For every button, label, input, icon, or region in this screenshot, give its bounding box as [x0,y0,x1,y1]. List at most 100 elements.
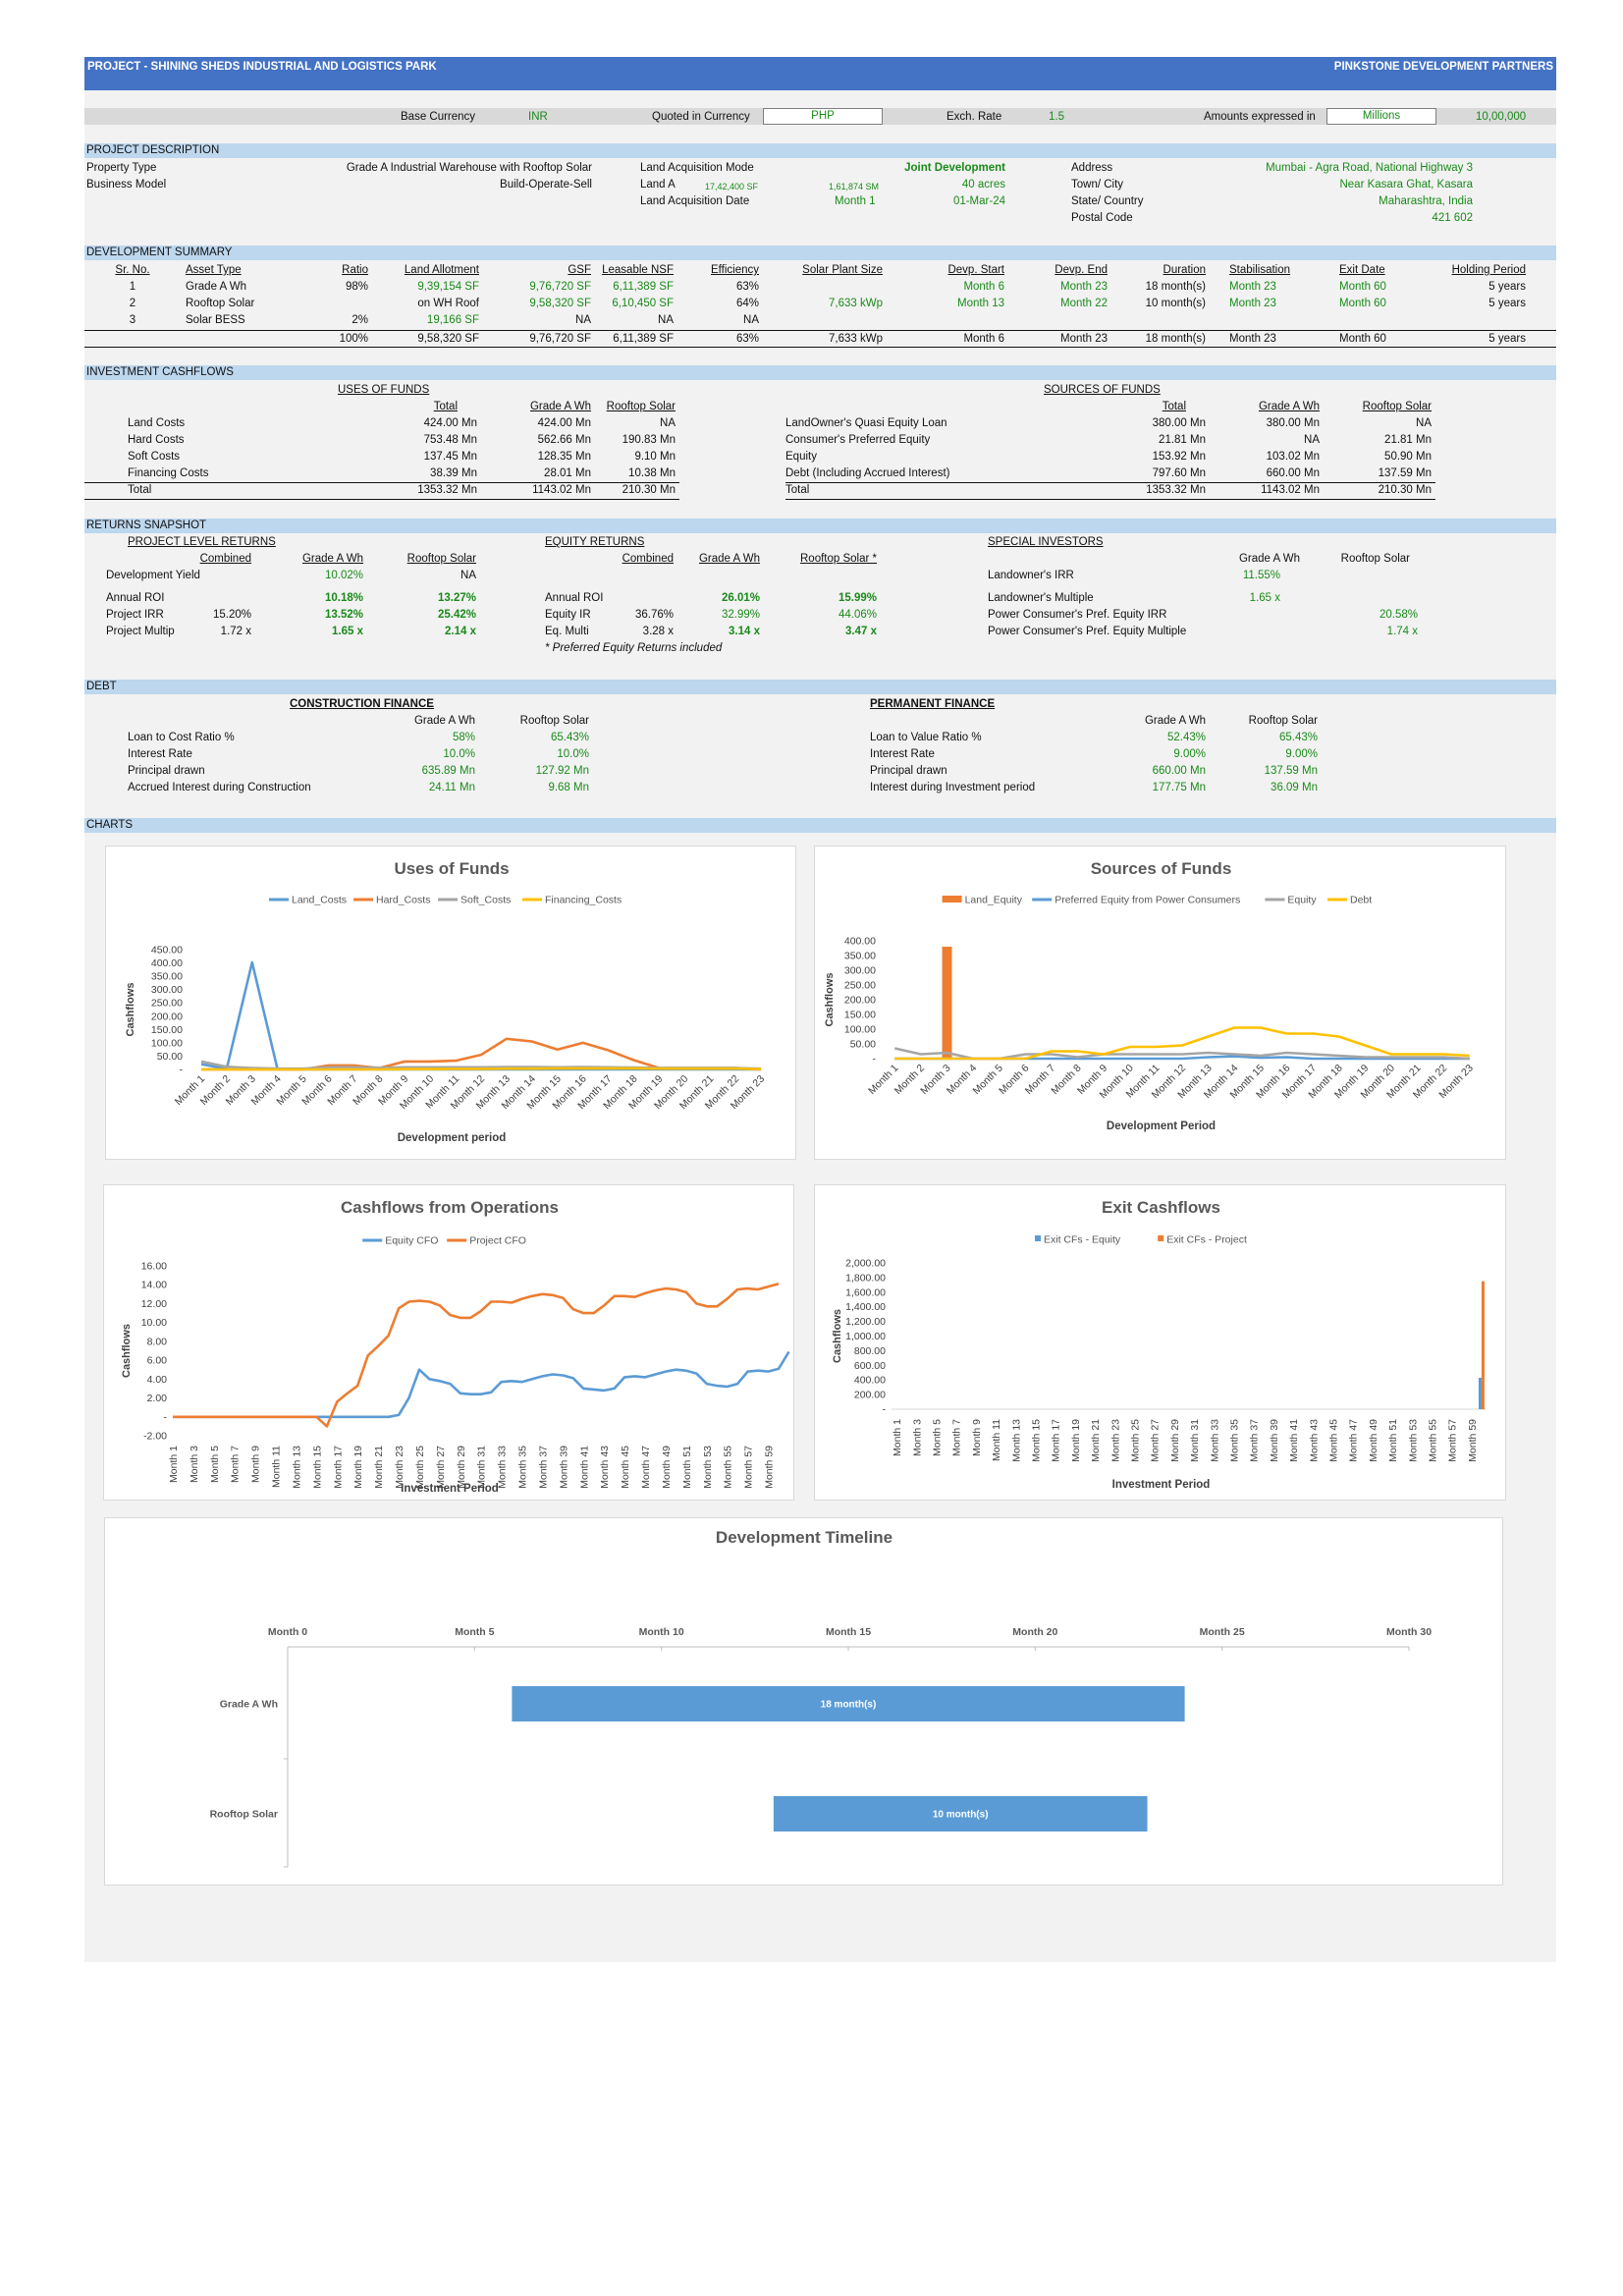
amounts-value: 10,00,000 [1476,111,1527,123]
project-description-band: PROJECT DESCRIPTION [84,143,1556,158]
project-row-label: Project IRR [106,609,164,621]
equity-row-value: 44.06% [838,609,877,621]
uses-row-value: 424.00 Mn [423,417,477,429]
x-tick-label: Month 59 [764,1446,776,1489]
sources-row-value: 660.00 Mn [1266,467,1320,479]
y-tick-label: 800.00 [854,1345,886,1357]
uses-row-value: 28.01 Mn [544,467,591,479]
y-tick-label: 200.00 [854,1390,886,1401]
sources-col-header: Rooftop Solar [1362,401,1432,412]
sources-row-value: 21.81 Mn [1384,434,1432,446]
chart-panel-sources[interactable]: Sources of Funds Development Period Land_E… [814,846,1506,1160]
sources-row-value: NA [1416,417,1432,429]
uses-row-value: 137.45 Mn [423,451,477,463]
acq-mode-label: Land Acquisition Mode [640,162,754,174]
x-tick-label: Month 15 [826,1626,871,1638]
x-tick-label: Month 37 [1249,1419,1261,1462]
sources-total-border [785,482,1435,483]
special-row-label: Power Consumer's Pref. Equity IRR [988,609,1167,621]
uses-of-funds-chart: Uses of Funds Development period Land_Cost… [125,859,767,1144]
x-tick-label: Month 39 [558,1446,569,1489]
amounts-unit-input[interactable]: Millions [1326,108,1436,125]
total-cell: 7,633 kWp [829,333,883,345]
table-cell: 5 years [1488,281,1526,293]
x-tick-label: Month 27 [1150,1419,1162,1462]
table-cell: Grade A Wh [186,281,247,293]
legend-label: Land_Equity [965,895,1023,906]
y-tick-label: 200.00 [844,995,876,1007]
timeline-row-label: Rooftop Solar [210,1809,278,1821]
sources-row-value: 21.81 Mn [1159,434,1206,446]
x-tick-label: Month 29 [456,1446,467,1489]
legend-label: Preferred Equity from Power Consumers [1055,895,1240,906]
table-cell: 9,76,720 SF [529,281,591,293]
x-tick-label: Month 33 [1209,1419,1220,1462]
equity-returns-title: EQUITY RETURNS [545,536,645,548]
total-cell: 100% [339,333,368,345]
exch-rate-value: 1.5 [1049,111,1064,123]
y-tick-label: 300.00 [151,984,183,996]
legend-swatch [942,896,962,902]
uses-row-value: 190.83 Mn [622,434,676,446]
construction-row-value: 10.0% [443,748,475,760]
x-tick-label: Month 31 [1189,1419,1201,1462]
col-header: Solar Plant Size [802,264,883,276]
property-type-label: Property Type [86,162,157,174]
land-a-label: Land A [640,179,676,191]
legend-label: Exit CFs - Project [1166,1234,1247,1246]
total-cell: 9,58,320 SF [417,333,479,345]
chart-panel-timeline[interactable]: Development Timeline Month 0 Month 5 Month … [104,1517,1503,1886]
uses-row-value: NA [660,417,676,429]
table-cell: 64% [735,298,759,309]
y-tick-label: 2.00 [147,1393,168,1404]
sources-total-value: 210.30 Mn [1378,484,1432,496]
quoted-currency-input[interactable]: PHP [763,108,883,125]
sources-row-value: 797.60 Mn [1152,467,1206,479]
permanent-row-value: 52.43% [1166,732,1206,743]
x-tick-label: Month 19 [352,1446,364,1489]
x-tick-label: Month 5 [209,1446,221,1483]
uses-row-label: Hard Costs [128,434,185,446]
x-tick-label: Month 5 [455,1626,494,1638]
chart-panel-exit[interactable]: Exit Cashflows Investment Period Exit CFs … [814,1184,1506,1501]
y-tick-label: 10.00 [141,1317,167,1329]
acq-month-value: Month 1 [835,195,876,207]
construction-row-value: 9.68 Mn [548,782,589,793]
x-tick-label: Month 15 [311,1446,323,1489]
legend-label: Equity [1287,895,1317,906]
table-cell: 2% [352,314,368,326]
col-header: Asset Type [186,264,242,276]
y-tick-label: -2.00 [143,1431,167,1443]
uses-col-header: Total [433,401,458,412]
equity-note: * Preferred Equity Returns included [545,642,723,654]
y-tick-label: 8.00 [147,1336,168,1347]
sources-col-header: Grade A Wh [1258,401,1320,412]
table-cell: NA [743,314,759,326]
chart-panel-operations[interactable]: Cashflows from Operations Investment Peri… [103,1184,794,1501]
uses-row-value: 38.39 Mn [430,467,477,479]
series-line-project-cfo [173,1283,780,1428]
sources-row-label: Equity [785,451,817,463]
permanent-row-value: 9.00% [1285,748,1318,760]
y-tick-label: 50.00 [157,1051,183,1063]
y-axis-title: Cashflows [832,1309,843,1363]
y-tick-label: 250.00 [844,980,876,992]
series-line-debt [894,1026,1470,1061]
exch-rate-label: Exch. Rate [947,111,1002,123]
x-tick-label: Month 21 [373,1446,385,1489]
project-col-header: Rooftop Solar [406,553,476,565]
equity-row-value: 3.28 x [642,626,674,637]
sources-row-label: Consumer's Preferred Equity [785,434,931,446]
property-type-value: Grade A Industrial Warehouse with Roofto… [346,162,592,174]
acq-mode-value: Joint Development [904,162,1005,174]
sources-row-value: 50.90 Mn [1384,451,1432,463]
table-cell: NA [658,314,674,326]
chart-panel-uses[interactable]: Uses of Funds Development period Land_Cost… [105,846,796,1160]
table-cell: 98% [345,281,368,293]
uses-row-value: 424.00 Mn [537,417,591,429]
total-cell: Month 23 [1060,333,1108,345]
sources-bottom-border [785,499,1435,500]
legend-label: Project CFO [469,1235,526,1247]
sources-row-value: 380.00 Mn [1152,417,1206,429]
x-tick-label: Month 53 [1407,1419,1419,1462]
